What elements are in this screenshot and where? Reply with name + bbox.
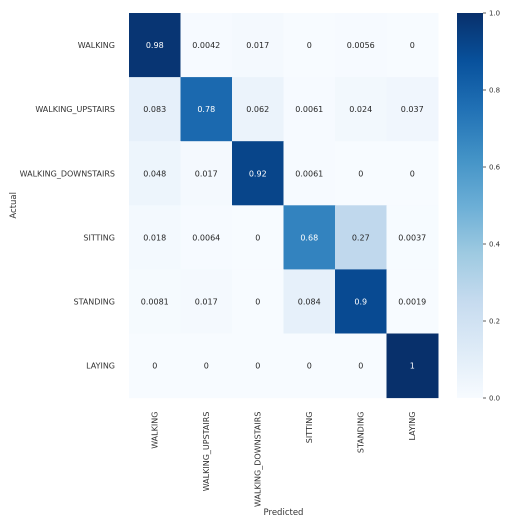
heatmap-cell: [386, 333, 439, 399]
x-tick-label: SITTING: [305, 412, 314, 444]
heatmap-cell: [335, 269, 387, 334]
x-tick-label: LAYING: [408, 412, 417, 441]
cell-value-label: 0.0056: [347, 41, 375, 50]
cell-value-label: 0.0037: [398, 233, 426, 242]
heatmap-cell: [232, 141, 284, 206]
y-tick-labels: WALKING WALKING_UPSTAIRS WALKING_DOWNSTAIR…: [20, 41, 115, 371]
cell-value-label: 0.27: [352, 233, 370, 242]
heatmap-cell: [386, 77, 439, 142]
heatmap-cell: [232, 205, 284, 270]
heatmap-cell: [232, 13, 284, 78]
heatmap-cell: [335, 205, 387, 270]
heatmap-cell: [283, 269, 336, 334]
heatmap-cell: [283, 333, 336, 399]
cell-value-label: 0.084: [298, 297, 321, 306]
cell-value-label: 0: [204, 362, 209, 371]
cell-value-label: 0: [410, 41, 415, 50]
cell-value-label: 0: [410, 169, 415, 178]
heatmap-cell: [335, 333, 387, 399]
heatmap-cell: [283, 141, 336, 206]
cell-value-label: 0: [358, 362, 363, 371]
heatmap-cell: [386, 13, 439, 78]
cell-value-label: 0.0061: [295, 169, 323, 178]
heatmap-cell: [335, 13, 387, 78]
cell-value-label: 0: [255, 362, 260, 371]
x-tick-label: STANDING: [357, 412, 366, 454]
colorbar-ticks: 0.0 0.2 0.4 0.6 0.8 1.0: [483, 10, 501, 403]
y-tick-label: WALKING_UPSTAIRS: [35, 105, 115, 114]
heatmap-cells: 0.98 0.0042 0.017 0 0.0056 0 0.083 0.78 0.062 0.0…: [129, 13, 439, 399]
cell-value-label: 0.024: [349, 105, 372, 114]
heatmap-cell: [129, 205, 181, 270]
heatmap-cell: [283, 205, 336, 270]
cell-value-label: 0.78: [197, 105, 215, 114]
heatmap-cell: [232, 333, 284, 399]
cell-value-label: 0: [152, 362, 157, 371]
y-axis-title: Actual: [9, 192, 19, 219]
heatmap-cell: [180, 141, 233, 206]
y-tick-label: SITTING: [83, 233, 115, 242]
cell-value-label: 0.017: [246, 41, 269, 50]
heatmap-cell: [180, 77, 233, 142]
x-axis-title: Predicted: [264, 508, 304, 518]
cell-value-label: 0: [307, 362, 312, 371]
cell-value-label: 0.0061: [295, 105, 323, 114]
heatmap-cell: [335, 141, 387, 206]
cell-value-label: 0.9: [354, 297, 367, 306]
heatmap-cell: [129, 333, 181, 399]
colorbar-tick-label: 0.2: [489, 318, 500, 326]
y-tick-label: WALKING_DOWNSTAIRS: [20, 169, 115, 178]
cell-value-label: 0.0064: [192, 233, 220, 242]
cell-value-label: 0.0042: [192, 41, 220, 50]
colorbar-tick-label: 1.0: [489, 10, 500, 18]
cell-value-label: 0.92: [249, 169, 267, 178]
cell-value-label: 0: [255, 297, 260, 306]
colorbar-tick-label: 0.4: [489, 241, 501, 249]
heatmap-cell: [180, 269, 233, 334]
cell-value-label: 0.017: [195, 169, 218, 178]
x-tick-labels: WALKING WALKING_UPSTAIRS WALKING_DOWNSTAIR…: [151, 412, 418, 507]
y-tick-label: LAYING: [86, 362, 115, 371]
cell-value-label: 0: [255, 233, 260, 242]
colorbar-tick-label: 0.0: [489, 395, 500, 403]
colorbar: [457, 13, 483, 398]
heatmap-cell: [129, 269, 181, 334]
x-tick-label: WALKING_UPSTAIRS: [202, 412, 211, 492]
colorbar-tick-label: 0.8: [489, 87, 500, 95]
y-tick-label: STANDING: [73, 297, 115, 306]
cell-value-label: 0.037: [401, 105, 424, 114]
x-tick-label: WALKING: [151, 412, 160, 449]
cell-value-label: 0.98: [146, 41, 164, 50]
cell-value-label: 0: [358, 169, 363, 178]
cell-value-label: 0.017: [195, 297, 218, 306]
heatmap-cell: [129, 13, 181, 78]
heatmap-cell: [386, 269, 439, 334]
heatmap-cell: [180, 333, 233, 399]
cell-value-label: 0.0081: [141, 297, 169, 306]
colorbar-tick-label: 0.6: [489, 164, 501, 172]
heatmap-cell: [283, 13, 336, 78]
cell-value-label: 1: [410, 362, 415, 371]
cell-value-label: 0.68: [300, 233, 318, 242]
heatmap-cell: [232, 269, 284, 334]
heatmap-cell: [129, 141, 181, 206]
cell-value-label: 0.018: [143, 233, 166, 242]
heatmap-cell: [129, 77, 181, 142]
heatmap-cell: [180, 205, 233, 270]
heatmap-cell: [232, 77, 284, 142]
heatmap-cell: [335, 77, 387, 142]
heatmap-cell: [386, 205, 439, 270]
heatmap-cell: [283, 77, 336, 142]
x-tick-label: WALKING_DOWNSTAIRS: [254, 412, 263, 507]
cell-value-label: 0.062: [246, 105, 269, 114]
cell-value-label: 0: [307, 41, 312, 50]
heatmap-cell: [180, 13, 233, 78]
heatmap-cell: [386, 141, 439, 206]
cell-value-label: 0.083: [143, 105, 166, 114]
cell-value-label: 0.0019: [398, 297, 426, 306]
cell-value-label: 0.048: [143, 169, 166, 178]
y-tick-label: WALKING: [78, 41, 115, 50]
